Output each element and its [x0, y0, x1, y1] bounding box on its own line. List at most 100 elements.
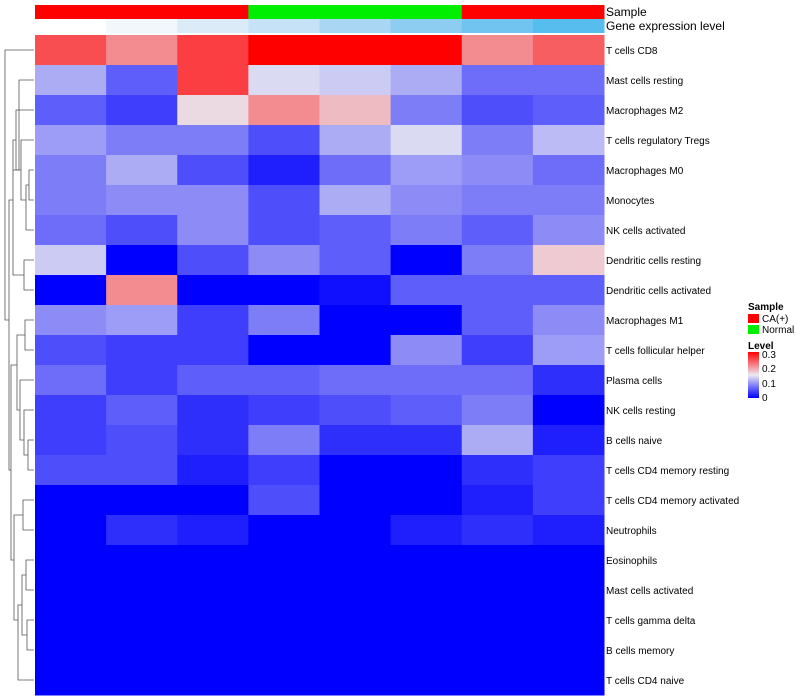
legend-level-title: Level [748, 341, 774, 352]
row-label: T cells gamma delta [606, 616, 696, 627]
row-label: T cells CD4 naive [606, 676, 685, 687]
heatmap-cell [390, 245, 463, 276]
annotation-cell [461, 5, 534, 19]
heatmap-cell [248, 605, 320, 636]
heatmap-cell [177, 185, 249, 216]
heatmap-cell [461, 245, 534, 276]
heatmap-cell [390, 575, 463, 606]
heatmap-cell [177, 575, 249, 606]
dendrogram-branch [26, 619, 34, 651]
heatmap-cell [461, 635, 534, 666]
row-label: B cells naive [606, 436, 663, 447]
heatmap-cell [532, 35, 605, 66]
heatmap-cell [461, 275, 534, 306]
heatmap-cell [390, 425, 463, 456]
heatmap-cell [35, 635, 107, 666]
heatmap-cell [248, 35, 320, 66]
legend-level-colorbar [748, 352, 759, 398]
heatmap-cell [532, 215, 605, 246]
dendrogram-branch [13, 79, 34, 171]
heatmap-cell [248, 275, 320, 306]
heatmap-cell [461, 545, 534, 576]
heatmap-cell [319, 35, 392, 66]
heatmap-cell [106, 65, 178, 96]
row-label: T cells CD8 [606, 46, 658, 57]
legend-ca-label: CA(+) [762, 314, 788, 325]
annotation-cell [35, 5, 107, 19]
heatmap-cell [177, 455, 249, 486]
heatmap-cell [390, 305, 463, 336]
legend: Sample CA(+) Normal Level 0.3 0.2 0.1 0 [748, 302, 794, 404]
heatmap-cell [390, 95, 463, 126]
heatmap-cell [35, 485, 107, 516]
row-label: NK cells resting [606, 406, 675, 417]
legend-level-tick-0: 0 [762, 393, 768, 404]
heatmap-cell [177, 635, 249, 666]
row-label: Plasma cells [606, 376, 662, 387]
heatmap-cell [248, 425, 320, 456]
heatmap-cell [177, 335, 249, 366]
heatmap-cell [390, 395, 463, 426]
row-label: Macrophages M1 [606, 316, 684, 327]
heatmap-cell [319, 665, 392, 696]
legend-sample-title: Sample [748, 302, 784, 313]
heatmap-cell [390, 365, 463, 396]
annotation-cell [319, 19, 392, 33]
heatmap-cell [532, 635, 605, 666]
dendrogram-branch [4, 49, 34, 321]
heatmap-cell [35, 95, 107, 126]
heatmap-cell [532, 665, 605, 696]
annotation-cell [106, 5, 178, 19]
row-label: Eosinophils [606, 556, 657, 567]
heatmap-cell [319, 65, 392, 96]
heatmap-cell [248, 515, 320, 546]
annotation-cell [532, 19, 605, 33]
heatmap-cell [177, 155, 249, 186]
heatmap-cell [319, 335, 392, 366]
heatmap-cell [35, 605, 107, 636]
heatmap-cell [106, 335, 178, 366]
heatmap-cell [390, 545, 463, 576]
heatmap-cell [461, 65, 534, 96]
row-label: Monocytes [606, 196, 654, 207]
heatmap-cell [319, 545, 392, 576]
heatmap-cell [106, 245, 178, 276]
dendrogram-branch [13, 514, 23, 621]
heatmap-cell [35, 545, 107, 576]
heatmap-cell [248, 395, 320, 426]
annotation-label: Gene expression level [606, 19, 725, 33]
annotation-cell [319, 5, 392, 19]
heatmap-cell [319, 395, 392, 426]
annotation-cell [532, 5, 605, 19]
heatmap-cell [35, 335, 107, 366]
heatmap-cell [390, 635, 463, 666]
row-label: B cells memory [606, 646, 674, 657]
heatmap-cell [390, 125, 463, 156]
heatmap-cell [106, 425, 178, 456]
row-labels: T cells CD8 Mast cells resting Macrophages… [606, 46, 739, 687]
annotation-cell [106, 19, 178, 33]
heatmap-cell [461, 335, 534, 366]
row-label: Mast cells activated [606, 586, 693, 597]
heatmap-cell [461, 425, 534, 456]
heatmap-cell [532, 605, 605, 636]
heatmap-cell [106, 605, 178, 636]
heatmap-cell [532, 335, 605, 366]
heatmap-cell [177, 425, 249, 456]
heatmap-cell [177, 35, 249, 66]
heatmap-cell [461, 485, 534, 516]
heatmap-cell [532, 125, 605, 156]
heatmap-cell [461, 185, 534, 216]
heatmap-cell [177, 395, 249, 426]
heatmap-cell [177, 365, 249, 396]
heatmap-cell [248, 245, 320, 276]
legend-level-tick-0-2: 0.2 [762, 364, 776, 375]
heatmap-cell [177, 245, 249, 276]
heatmap-cell [532, 545, 605, 576]
heatmap-cell [106, 485, 178, 516]
row-label: T cells follicular helper [606, 346, 705, 357]
heatmap-cell [106, 35, 178, 66]
heatmap-cell [106, 515, 178, 546]
heatmap-cells [35, 35, 605, 696]
